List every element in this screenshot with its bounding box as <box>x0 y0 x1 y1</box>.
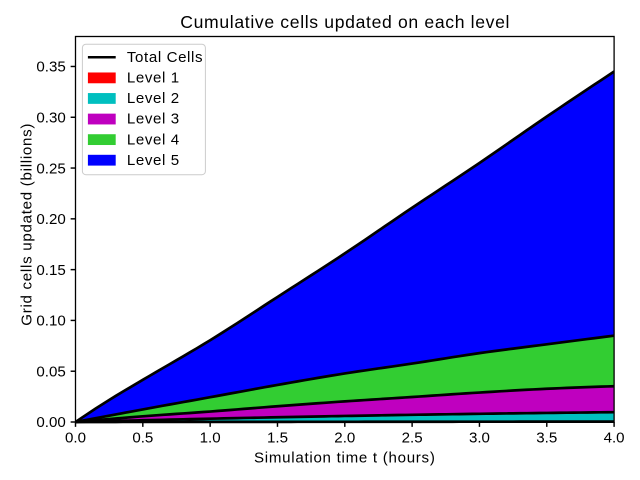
svg-text:Level 3: Level 3 <box>127 111 180 128</box>
svg-text:0.35: 0.35 <box>36 59 65 76</box>
svg-text:0.20: 0.20 <box>36 211 65 228</box>
svg-text:0.10: 0.10 <box>36 313 65 330</box>
svg-text:Total Cells: Total Cells <box>127 49 203 66</box>
svg-text:2.0: 2.0 <box>334 429 355 446</box>
svg-text:0.25: 0.25 <box>36 160 65 177</box>
svg-text:Level 5: Level 5 <box>127 152 180 169</box>
svg-text:0.0: 0.0 <box>65 429 86 446</box>
svg-text:3.0: 3.0 <box>469 429 490 446</box>
svg-text:Grid cells updated (billions): Grid cells updated (billions) <box>19 123 36 326</box>
svg-text:3.5: 3.5 <box>536 429 557 446</box>
svg-text:Level 4: Level 4 <box>127 131 180 148</box>
svg-text:1.5: 1.5 <box>267 429 288 446</box>
svg-text:0.15: 0.15 <box>36 262 65 279</box>
svg-text:0.00: 0.00 <box>36 414 65 431</box>
svg-text:Simulation time t (hours): Simulation time t (hours) <box>254 450 436 467</box>
svg-text:2.5: 2.5 <box>402 429 423 446</box>
svg-text:1.0: 1.0 <box>200 429 221 446</box>
svg-text:Cumulative cells updated on ea: Cumulative cells updated on each level <box>180 12 510 32</box>
svg-text:Level 1: Level 1 <box>127 70 180 87</box>
svg-text:Level 2: Level 2 <box>127 90 180 107</box>
svg-text:0.5: 0.5 <box>132 429 153 446</box>
svg-text:0.05: 0.05 <box>36 363 65 380</box>
svg-text:4.0: 4.0 <box>604 429 625 446</box>
svg-text:0.30: 0.30 <box>36 109 65 126</box>
